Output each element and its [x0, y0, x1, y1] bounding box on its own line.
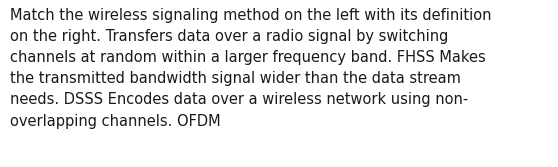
Text: Match the wireless signaling method on the left with its definition
on the right: Match the wireless signaling method on t… — [10, 8, 492, 129]
